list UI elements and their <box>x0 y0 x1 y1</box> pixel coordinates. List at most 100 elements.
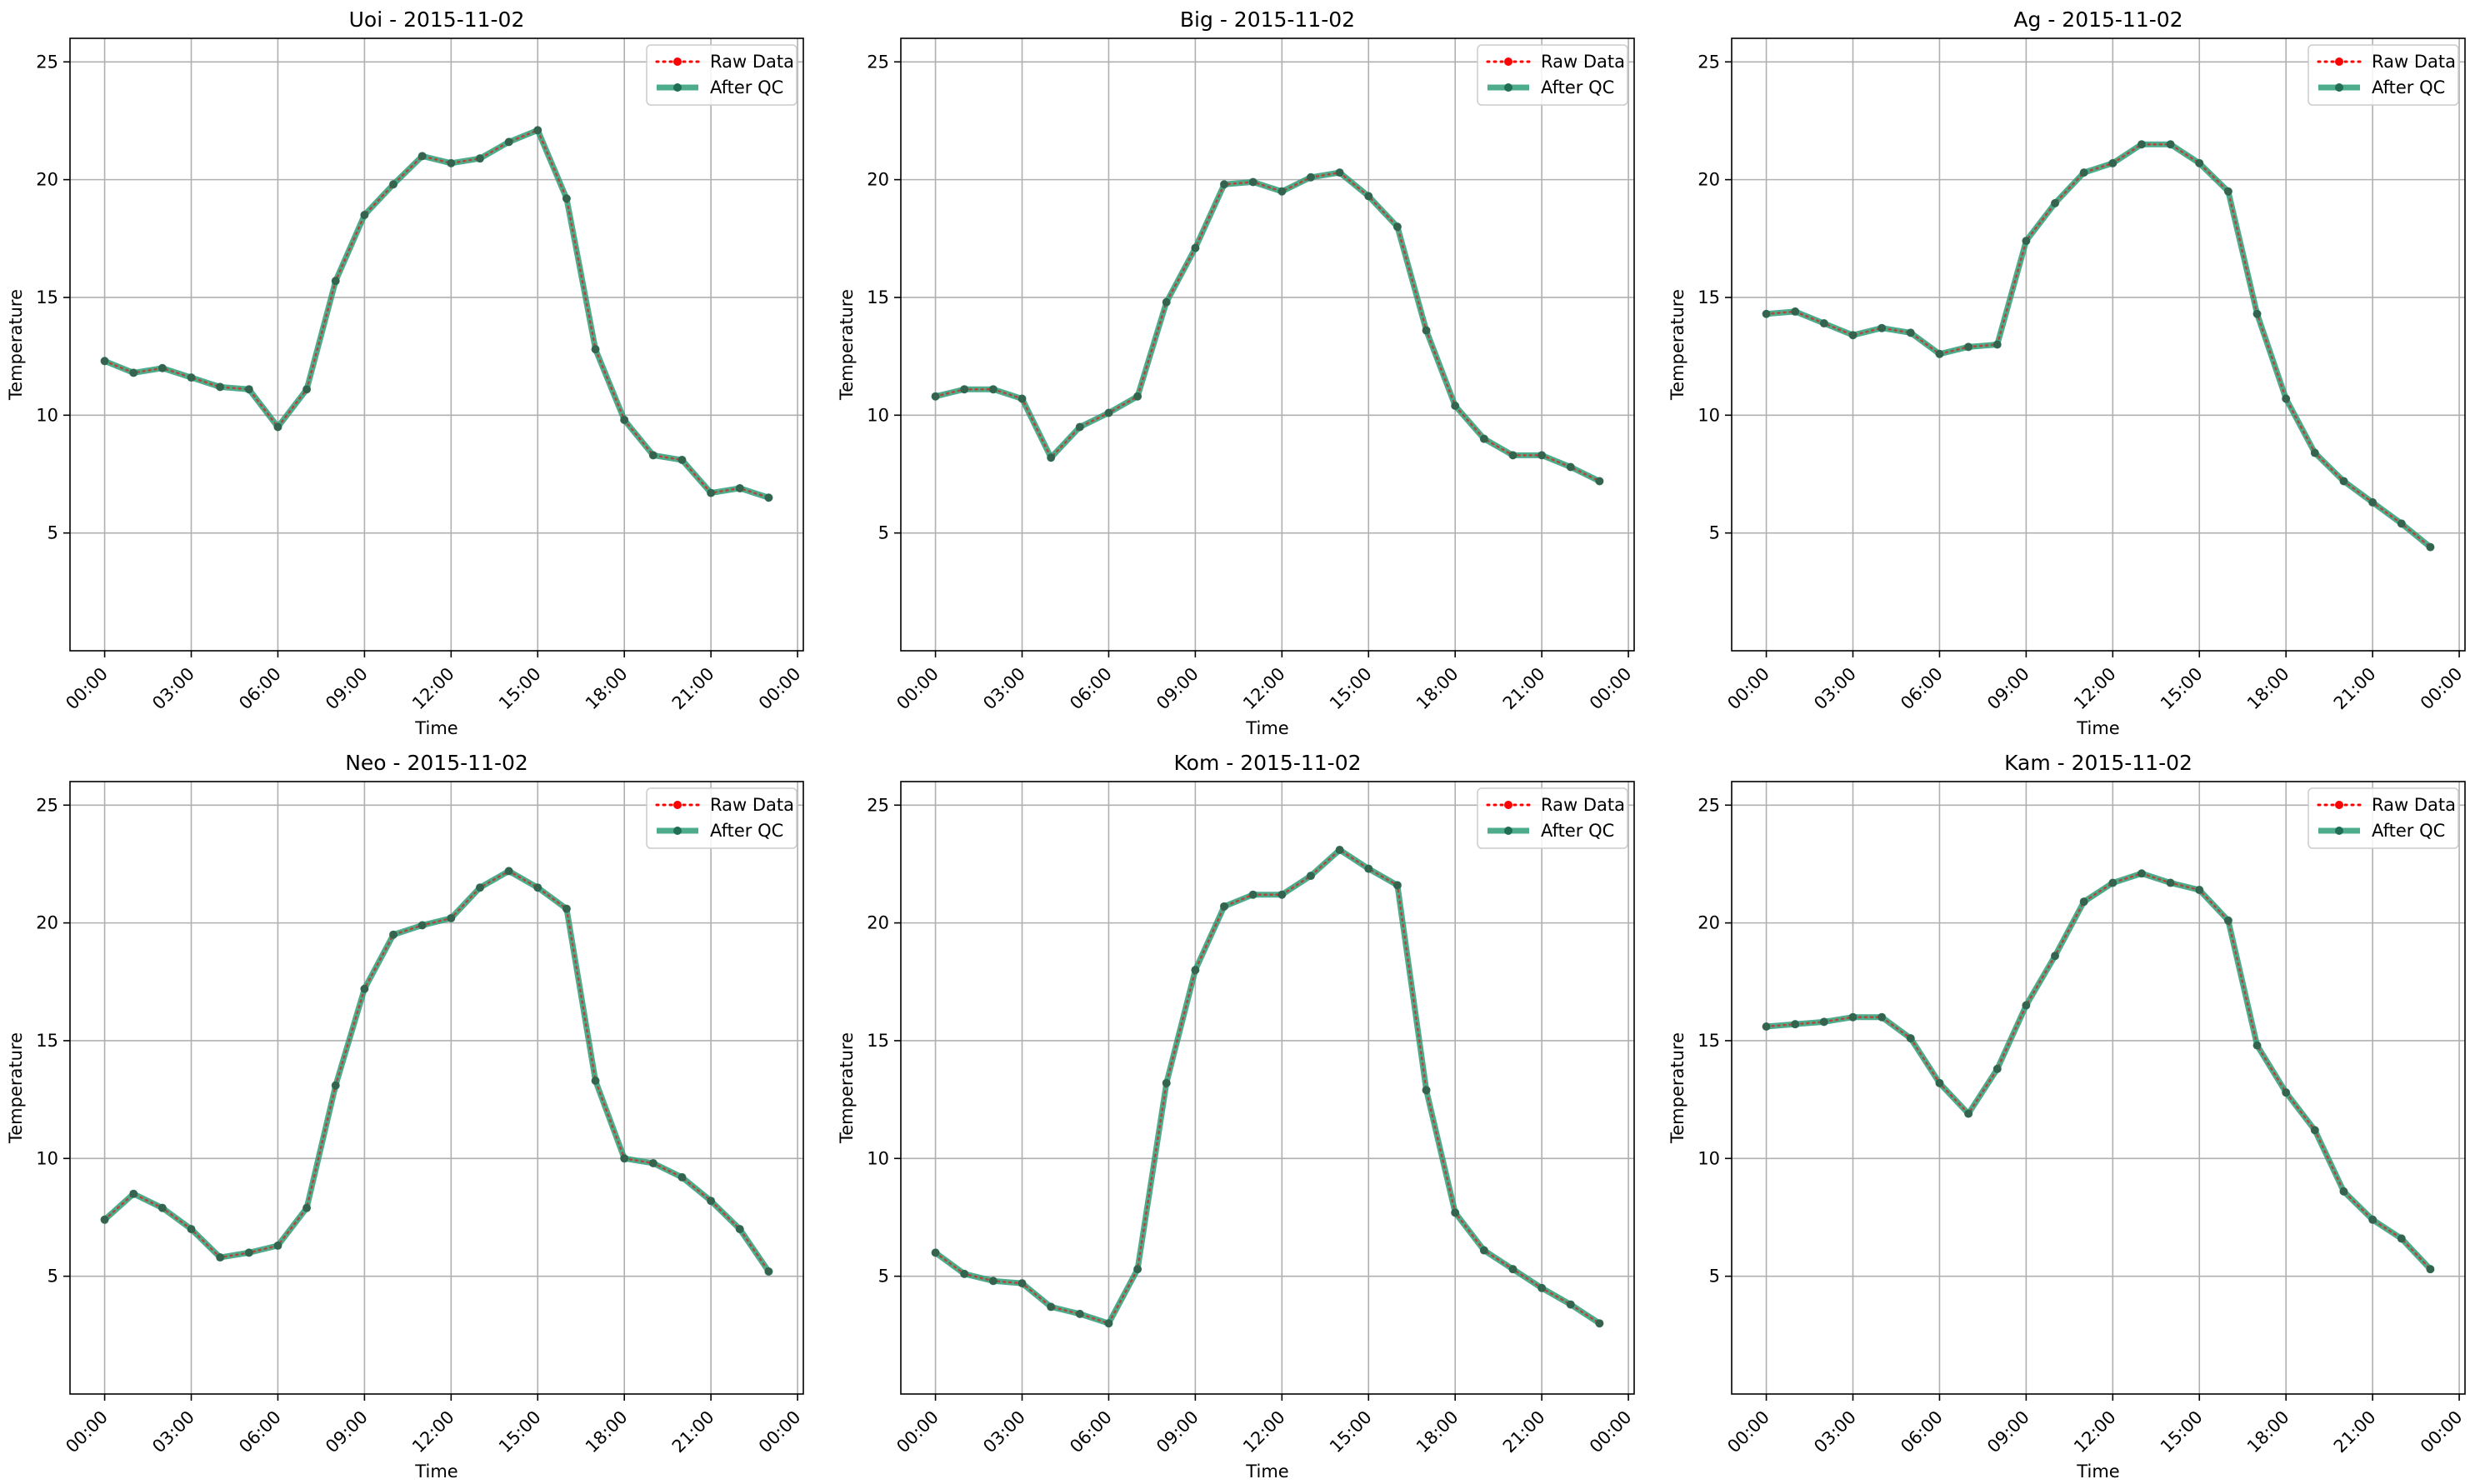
axes-frame <box>69 781 804 1395</box>
data-point-after-qc <box>1104 408 1113 417</box>
y-tick-label: 25 <box>867 795 889 815</box>
data-point-after-qc <box>360 984 369 993</box>
legend-label-after-qc: After QC <box>1541 821 1614 841</box>
x-tick-label: 21:00 <box>1499 1407 1549 1457</box>
legend-label-raw-data: Raw Data <box>1541 795 1625 815</box>
data-point-after-qc <box>504 137 513 147</box>
data-point-after-qc <box>187 1225 196 1234</box>
data-point-after-qc <box>418 921 427 930</box>
data-point-after-qc <box>100 1215 109 1224</box>
data-point-after-qc <box>1992 1064 2002 1073</box>
data-point-after-qc <box>1248 177 1258 187</box>
y-tick-label: 10 <box>867 405 889 425</box>
data-point-after-qc <box>1906 328 1915 337</box>
chart-title: Uoi - 2015-11-02 <box>349 7 525 32</box>
y-axis-label: Temperature <box>837 289 857 401</box>
axes-frame <box>1731 781 2466 1395</box>
data-point-after-qc <box>331 277 340 286</box>
x-tick-label: 09:00 <box>322 1407 372 1457</box>
data-point-after-qc <box>273 1241 282 1250</box>
y-tick-label: 5 <box>1709 523 1720 543</box>
x-tick-label: 21:00 <box>668 664 718 714</box>
y-tick-label: 10 <box>1698 405 1720 425</box>
x-tick-label: 21:00 <box>1499 664 1549 714</box>
x-axis-label: Time <box>1245 718 1288 738</box>
data-point-after-qc <box>1335 845 1344 854</box>
data-point-after-qc <box>2137 140 2146 149</box>
legend-marker-after-qc <box>673 83 682 92</box>
x-tick-label: 18:00 <box>1412 1407 1462 1457</box>
legend-label-raw-data: Raw Data <box>2372 795 2456 815</box>
legend-marker-raw-data <box>673 57 682 66</box>
y-tick-label: 5 <box>1709 1267 1720 1287</box>
data-point-after-qc <box>2282 394 2291 403</box>
series-line-raw-data <box>1765 872 2432 1271</box>
legend-label-raw-data: Raw Data <box>710 52 794 72</box>
y-tick-label: 15 <box>36 287 58 307</box>
data-point-after-qc <box>1451 402 1460 410</box>
x-tick-label: 18:00 <box>582 664 632 714</box>
data-point-after-qc <box>1220 902 1229 911</box>
data-point-after-qc <box>1848 331 1858 340</box>
x-tick-label: 21:00 <box>668 1407 718 1457</box>
data-point-after-qc <box>1451 1208 1460 1217</box>
legend-marker-after-qc <box>1504 827 1512 835</box>
data-point-after-qc <box>764 493 773 502</box>
data-point-after-qc <box>2108 158 2118 167</box>
x-tick-label: 09:00 <box>1152 664 1202 714</box>
legend-marker-after-qc <box>673 827 682 835</box>
data-point-after-qc <box>1964 342 1973 352</box>
data-point-after-qc <box>2339 1187 2348 1196</box>
x-tick-label: 12:00 <box>408 1407 458 1457</box>
y-tick-label: 20 <box>1698 170 1720 190</box>
data-point-after-qc <box>707 488 716 497</box>
data-point-after-qc <box>1047 1302 1056 1312</box>
x-axis-label: Time <box>2076 718 2119 738</box>
data-point-after-qc <box>2310 1126 2319 1135</box>
data-point-after-qc <box>1791 307 1800 316</box>
y-tick-label: 25 <box>36 795 58 815</box>
series-line-raw-data <box>1765 142 2432 548</box>
x-tick-label: 03:00 <box>148 1407 198 1457</box>
data-point-after-qc <box>1935 1078 1944 1087</box>
data-point-after-qc <box>1047 453 1056 462</box>
x-axis-label: Time <box>414 1462 458 1482</box>
x-tick-label: 00:00 <box>892 664 942 714</box>
data-point-after-qc <box>2368 497 2378 507</box>
x-tick-label: 06:00 <box>1897 664 1947 714</box>
x-tick-label: 06:00 <box>235 1407 285 1457</box>
data-point-after-qc <box>2397 1234 2406 1243</box>
data-point-after-qc <box>216 382 225 392</box>
chart-title: Big - 2015-11-02 <box>1180 7 1355 32</box>
x-tick-label: 21:00 <box>2330 664 2380 714</box>
data-point-after-qc <box>1422 326 1431 335</box>
data-point-after-qc <box>1364 192 1373 201</box>
x-tick-label: 18:00 <box>582 1407 632 1457</box>
plot-area <box>70 782 803 1394</box>
axes-frame <box>69 37 804 652</box>
data-point-after-qc <box>1278 890 1287 899</box>
data-point-after-qc <box>273 422 282 432</box>
data-point-after-qc <box>1220 180 1229 189</box>
series-line-raw-data <box>934 171 1601 482</box>
data-point-after-qc <box>591 345 600 354</box>
y-axis-label: Temperature <box>837 1032 857 1144</box>
data-point-after-qc <box>931 392 940 401</box>
data-point-after-qc <box>1018 1279 1027 1288</box>
data-point-after-qc <box>129 1189 138 1198</box>
data-point-after-qc <box>158 363 167 372</box>
y-tick-label: 20 <box>36 913 58 933</box>
data-point-after-qc <box>1392 222 1402 232</box>
data-point-after-qc <box>2195 886 2204 895</box>
x-tick-label: 09:00 <box>322 664 372 714</box>
x-tick-label: 15:00 <box>495 664 545 714</box>
x-tick-label: 00:00 <box>2417 1407 2467 1457</box>
y-tick-label: 5 <box>48 1267 58 1287</box>
data-point-after-qc <box>1538 1283 1547 1292</box>
legend-marker-after-qc <box>1504 83 1512 92</box>
x-tick-label: 15:00 <box>2157 664 2207 714</box>
chart-title: Kom - 2015-11-02 <box>1174 751 1362 775</box>
y-tick-label: 15 <box>867 1031 889 1051</box>
data-point-after-qc <box>1018 394 1027 403</box>
subplot: 00:00 03:00 06:00 09:00 12:00 15:00 18:00 21:00… <box>1668 7 2467 738</box>
